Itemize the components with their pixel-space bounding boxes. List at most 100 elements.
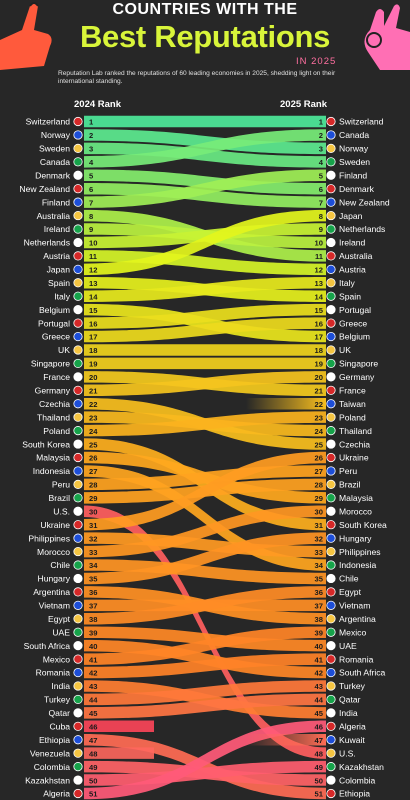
flag-icon [73,654,83,664]
ok-hand-right-icon [364,4,410,70]
flag-icon [326,130,336,140]
title-top: COUNTRIES WITH THE [112,1,298,18]
label-2025: Finland [339,170,367,180]
rank-2024: 27 [89,467,97,476]
label-2025: Argentina [339,614,376,624]
title-year: IN 2025 [296,56,337,67]
rank-2024: 45 [89,709,98,718]
ribbon [84,115,326,128]
flag-icon [73,184,83,194]
label-2025: UK [339,345,351,355]
label-2024: Vietnam [39,601,70,611]
flag-icon [326,627,336,637]
rank-2025: 9 [319,225,323,234]
flag-icon [73,506,83,516]
ribbon [84,277,326,302]
label-2024: Sweden [39,144,70,154]
ribbon [84,720,154,733]
ribbon [84,626,326,652]
label-2025: Hungary [339,533,372,543]
flag-icon [73,520,83,530]
label-2024: South Africa [24,641,71,651]
ribbon [84,760,326,786]
ribbon [84,653,326,679]
rank-2024: 5 [89,171,94,180]
label-2024: Japan [47,265,71,275]
subtitle: Reputation Lab ranked the reputations of… [58,70,336,85]
flag-icon [73,573,83,584]
flag-icon [73,479,83,489]
rank-2025: 7 [319,198,323,207]
label-2025: South Africa [339,668,386,678]
flag-icon [73,130,83,140]
flag-icon [326,170,336,180]
flag-icon [73,157,83,167]
flag-icon [73,399,83,409]
rank-2024: 42 [89,669,97,678]
rank-2025: 6 [319,185,323,194]
rank-2024: 10 [89,239,97,248]
label-2024: Portugal [38,318,70,328]
label-2024: Egypt [48,614,71,624]
label-2025: Japan [339,211,363,221]
flag-icon [73,305,83,315]
label-2025: Czechia [339,439,370,449]
label-2024: U.S. [53,506,70,516]
rank-2025: 12 [315,266,323,275]
flag-icon [73,533,83,543]
rank-2025: 38 [315,615,323,624]
label-2025: Canada [339,130,369,140]
rank-2024: 17 [89,333,97,342]
flag-icon [73,708,83,718]
label-2024: Greece [42,332,70,342]
column-title-2025: 2025 Rank [280,99,328,110]
pointing-hand-left-icon [0,2,52,70]
ribbon [84,129,326,168]
flag-icon [326,735,336,745]
rank-2025: 8 [319,212,323,221]
rank-2025: 29 [315,494,323,503]
rank-2025: 41 [315,655,324,664]
ribbon [84,357,326,370]
rank-2025: 25 [315,440,324,449]
label-2024: Thailand [37,412,70,422]
flag-icon [326,331,336,342]
flag-icon [326,399,336,409]
label-2025: India [339,708,358,718]
flag-icon [73,748,83,758]
rank-2024: 22 [89,400,97,409]
label-2024: Netherlands [24,238,70,248]
rank-2025: 33 [315,548,323,557]
rank-2025: 43 [315,682,323,691]
flag-icon [326,251,336,261]
rank-2024: 15 [89,306,98,315]
label-2024: Colombia [34,762,71,772]
flag-icon [326,210,336,221]
label-2025: New Zealand [339,197,390,207]
label-2024: Philippines [28,533,70,543]
flag-icon [326,116,336,127]
flag-icon [326,681,336,691]
rank-2024: 9 [89,225,93,234]
rank-2025: 20 [315,373,323,382]
label-2025: Austria [339,265,366,275]
rank-2025: 37 [315,602,323,611]
flag-icon [326,748,336,758]
ribbon-new-entry [246,733,326,746]
flag-icon [326,224,336,234]
rank-2024: 44 [89,696,98,705]
rank-2025: 15 [315,306,324,315]
rank-2024: 18 [89,346,97,355]
ribbon [84,344,326,356]
flag-icon [73,614,83,624]
flag-icon [326,358,336,369]
rank-2025: 24 [315,427,324,436]
rank-2025: 14 [315,292,324,301]
label-2024: Germany [35,386,71,396]
rank-2025: 28 [315,481,323,490]
flag-icon [326,291,336,301]
flag-icon [73,560,83,570]
rank-2024: 47 [89,736,97,745]
rank-2024: 35 [89,575,98,584]
flag-icon [326,573,336,584]
